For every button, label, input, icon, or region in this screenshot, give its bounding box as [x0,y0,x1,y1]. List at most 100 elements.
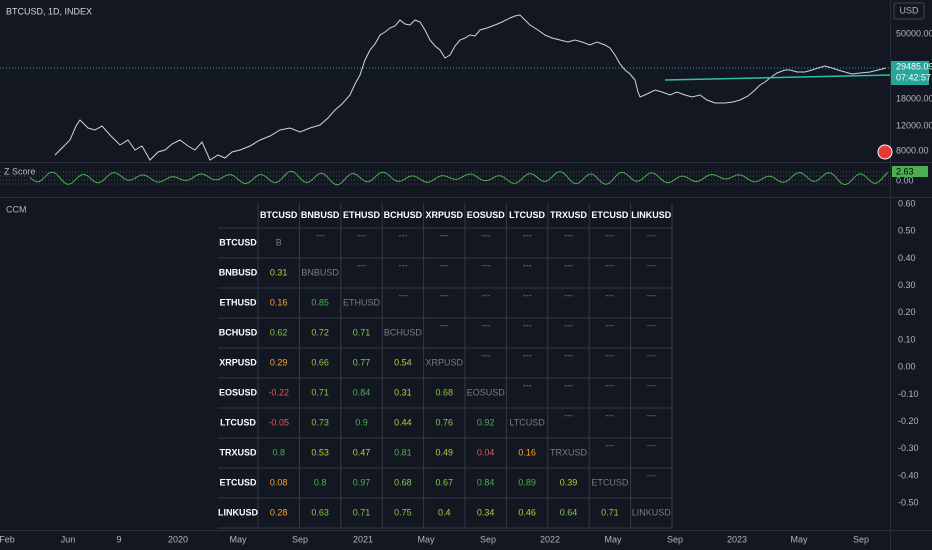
time-axis-label: Sep [292,534,308,544]
column-header: LTCUSD [509,210,545,220]
cell: --- [605,440,614,450]
row-header: ETHUSD [219,297,257,307]
row-header: ETCUSD [219,477,257,487]
cell: 0.29 [270,357,288,367]
column-header: BTCUSD [260,210,298,220]
cell: --- [481,260,490,270]
ccm-axis-label: 0.30 [898,280,916,290]
cell: EOSUSD [467,387,506,397]
cell: BCHUSD [384,327,423,337]
cell: BNBUSD [301,267,339,277]
cell: --- [564,350,573,360]
ccm-axis-label: -0.40 [898,470,919,480]
cell: 0.64 [560,507,578,517]
countdown: 07:42:57 [896,72,931,82]
table-bg [218,203,672,528]
cell: --- [647,230,656,240]
cell: B [276,237,282,247]
cell: 0.54 [394,357,412,367]
cell: --- [523,260,532,270]
cell: 0.49 [436,447,454,457]
z-score-line [29,170,889,186]
last-price: 29485.09 [896,61,932,71]
cell: 0.4 [438,507,451,517]
cell: --- [481,350,490,360]
row-header: XRPUSD [219,357,257,367]
cell: 0.8 [272,447,285,457]
cell: 0.66 [311,357,329,367]
cell: 0.75 [394,507,412,517]
column-header: TRXUSD [550,210,588,220]
cell: LTCUSD [509,417,545,427]
cell: 0.53 [311,447,329,457]
cell: 0.47 [353,447,371,457]
ccm-axis-label: -0.20 [898,416,919,426]
ccm-axis-label: -0.10 [898,389,919,399]
time-axis-label: 2020 [168,534,188,544]
cell: -0.22 [268,387,289,397]
cell: 0.67 [436,477,454,487]
cell: XRPUSD [426,357,464,367]
cell: TRXUSD [550,447,588,457]
row-header: LINKUSD [218,507,258,517]
cell: -0.05 [268,417,289,427]
cell: 0.16 [270,297,288,307]
cell: --- [605,380,614,390]
ccm-axis-label: -0.50 [898,498,919,508]
cell: --- [398,290,407,300]
cell: --- [605,290,614,300]
price-series [54,14,887,161]
ccm-axis-label: 0.60 [898,198,916,208]
cell: --- [523,290,532,300]
cell: --- [605,410,614,420]
ccm-axis-label: 0.50 [898,226,916,236]
time-axis-label: Sep [667,534,683,544]
cell: --- [647,350,656,360]
cell: --- [564,230,573,240]
cell: 0.92 [477,417,495,427]
cell: 0.31 [270,267,288,277]
time-axis-label: May [790,534,808,544]
cell: 0.71 [311,387,329,397]
row-header: BCHUSD [219,327,258,337]
cell: --- [481,230,490,240]
cell: --- [647,290,656,300]
time-axis-label: 9 [116,534,121,544]
cell: 0.04 [477,447,495,457]
cell: --- [523,350,532,360]
event-icon[interactable] [877,144,893,160]
cell: --- [647,380,656,390]
ccm-axis-label: 0.40 [898,253,916,263]
column-header: BCHUSD [384,210,423,220]
cell: 0.76 [436,417,454,427]
column-header: XRPUSD [426,210,464,220]
trend-line [664,74,891,81]
cell: --- [357,260,366,270]
cell: --- [564,320,573,330]
cell: --- [440,230,449,240]
time-axis-label: 2022 [540,534,560,544]
cell: ETHUSD [343,297,381,307]
cell: 0.34 [477,507,495,517]
cell: --- [481,290,490,300]
currency-button[interactable] [893,2,925,20]
z-score-pane [0,170,890,186]
cell: --- [564,410,573,420]
time-axis-label: Sep [480,534,496,544]
column-header: LINKUSD [631,210,671,220]
cell: --- [605,350,614,360]
indicator-zero: 0.00 [896,175,914,185]
ccm-axis-label: 0.00 [898,362,916,372]
cell: 0.84 [353,387,371,397]
cell: 0.44 [394,417,412,427]
time-axis-label: May [417,534,435,544]
currency[interactable]: USD [899,5,919,15]
cell: --- [647,260,656,270]
cell: --- [564,380,573,390]
cell: 0.63 [311,507,329,517]
cell: 0.89 [518,477,536,487]
cell: --- [523,320,532,330]
cell: 0.72 [311,327,329,337]
cell: --- [605,320,614,330]
